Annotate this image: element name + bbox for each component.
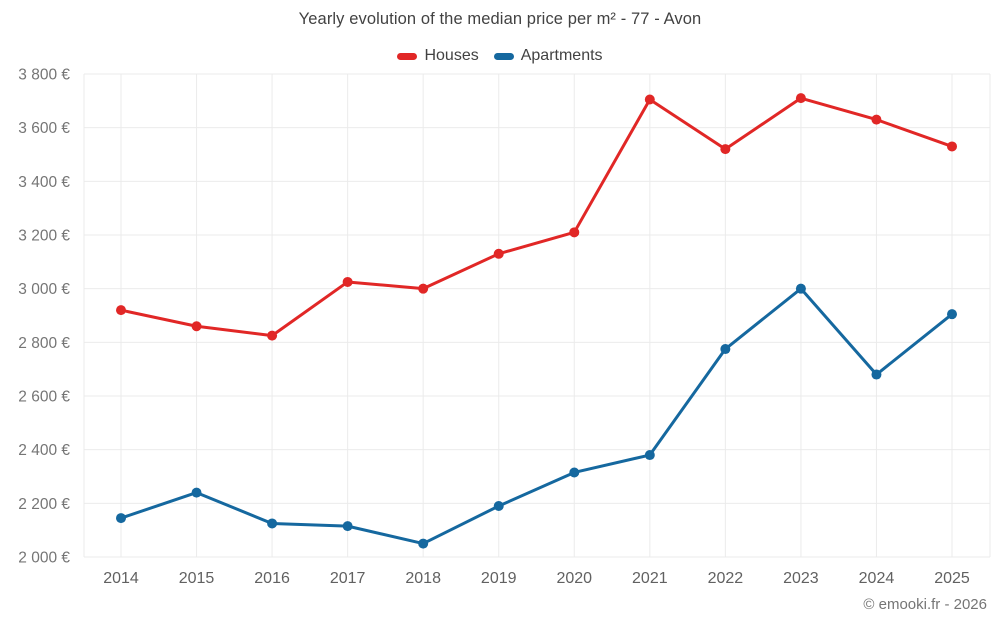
data-point-apartments-2020[interactable]	[569, 467, 580, 478]
y-tick-label: 2 200 €	[18, 496, 70, 513]
data-point-apartments-2016[interactable]	[267, 518, 278, 529]
x-tick-label: 2023	[783, 570, 819, 587]
data-point-houses-2014[interactable]	[116, 305, 126, 316]
copyright-text: © emooki.fr - 2026	[863, 596, 987, 613]
y-tick-label: 3 600 €	[18, 120, 70, 137]
legend-item-houses[interactable]: Houses	[397, 47, 479, 65]
x-tick-label: 2025	[934, 570, 970, 587]
data-point-apartments-2018[interactable]	[418, 538, 429, 549]
data-point-houses-2019[interactable]	[493, 248, 504, 259]
legend-label-houses: Houses	[424, 47, 479, 64]
x-tick-label: 2016	[254, 570, 290, 587]
data-point-apartments-2025[interactable]	[947, 309, 957, 320]
y-tick-label: 2 400 €	[18, 442, 70, 459]
data-point-houses-2025[interactable]	[947, 141, 957, 152]
houses-legend-swatch-icon	[397, 52, 418, 60]
data-point-houses-2024[interactable]	[871, 114, 882, 125]
series-line-houses	[119, 96, 954, 338]
x-tick-label: 2021	[632, 570, 668, 587]
data-point-apartments-2017[interactable]	[342, 521, 353, 532]
legend: Houses Apartments	[0, 46, 1000, 66]
y-tick-label: 3 800 €	[18, 67, 70, 84]
x-tick-label: 2019	[481, 570, 517, 587]
data-point-apartments-2021[interactable]	[644, 450, 655, 461]
data-point-apartments-2015[interactable]	[191, 487, 202, 498]
x-tick-label: 2024	[859, 570, 895, 587]
y-tick-label: 3 000 €	[18, 281, 70, 298]
data-point-houses-2017[interactable]	[342, 276, 353, 287]
legend-label-apartments: Apartments	[520, 47, 603, 64]
data-point-houses-2020[interactable]	[569, 227, 580, 238]
apartments-legend-swatch-icon	[493, 52, 514, 60]
data-point-houses-2022[interactable]	[720, 144, 731, 155]
data-point-apartments-2019[interactable]	[493, 501, 504, 512]
data-point-apartments-2023[interactable]	[795, 283, 806, 294]
legend-item-apartments[interactable]: Apartments	[493, 47, 603, 65]
y-tick-label: 3 200 €	[18, 228, 70, 245]
series-line-apartments	[119, 287, 954, 546]
x-tick-label: 2015	[179, 570, 215, 587]
x-tick-label: 2018	[405, 570, 441, 587]
data-point-houses-2015[interactable]	[191, 321, 202, 332]
y-tick-label: 2 800 €	[18, 335, 70, 352]
data-point-apartments-2022[interactable]	[720, 344, 731, 355]
y-tick-label: 3 400 €	[18, 174, 70, 191]
x-tick-label: 2017	[330, 570, 366, 587]
chart-title: Yearly evolution of the median price per…	[298, 10, 702, 28]
data-point-apartments-2024[interactable]	[871, 369, 882, 380]
data-point-houses-2023[interactable]	[795, 93, 806, 104]
x-tick-label: 2020	[556, 570, 592, 587]
x-tick-label: 2014	[103, 570, 139, 587]
data-point-houses-2018[interactable]	[418, 283, 429, 294]
data-point-apartments-2014[interactable]	[116, 513, 126, 524]
y-tick-label: 2 000 €	[18, 550, 70, 567]
data-point-houses-2021[interactable]	[644, 94, 655, 105]
y-tick-label: 2 600 €	[18, 389, 70, 406]
data-point-houses-2016[interactable]	[267, 330, 278, 341]
x-tick-label: 2022	[708, 570, 744, 587]
